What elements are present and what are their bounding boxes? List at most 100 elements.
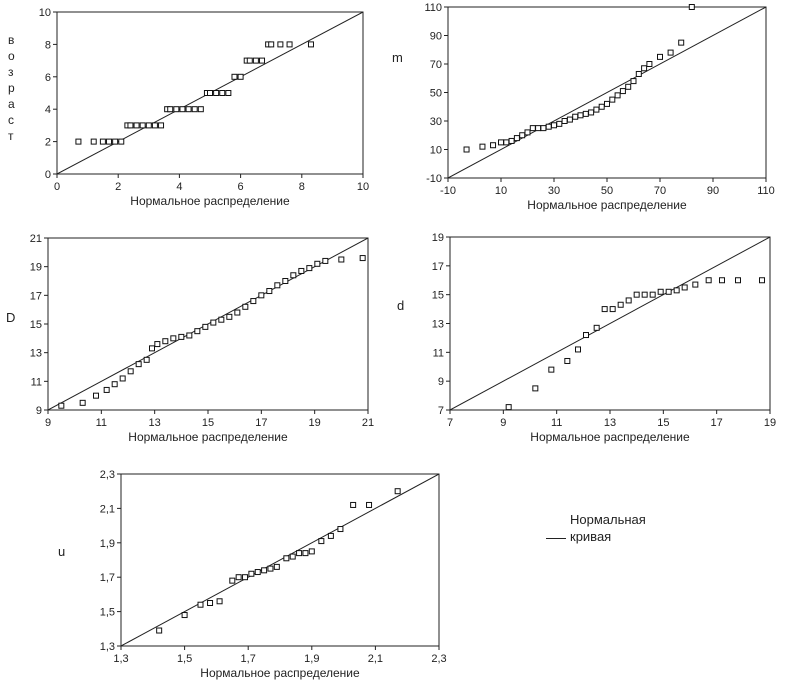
data-point [657, 288, 664, 295]
data-point [259, 57, 266, 64]
qq-plot-age: 0 2 4 6 8 10 0 2 4 6 8 10 Нормальное распределение в о… [8, 7, 369, 208]
data-point [242, 303, 249, 310]
x-tick-label: 15 [202, 417, 214, 429]
x-tick-label: 21 [362, 417, 374, 429]
x-tick-label: 10 [495, 185, 507, 197]
data-point [170, 335, 177, 342]
data-point [601, 306, 608, 313]
data-point [505, 404, 512, 411]
data-point [566, 116, 573, 123]
data-point [692, 281, 699, 288]
data-point [181, 612, 188, 619]
y-tick-label: 13 [30, 348, 42, 360]
data-point [619, 88, 626, 95]
data-point [151, 122, 158, 129]
data-point [575, 346, 581, 353]
data-point [234, 309, 241, 316]
data-point [556, 120, 563, 127]
legend-title: Нормальная [570, 512, 646, 527]
data-point [306, 265, 313, 272]
data-point [463, 146, 470, 153]
legend-line-swatch [546, 538, 566, 539]
data-point [143, 356, 150, 363]
data-point [194, 328, 201, 335]
data-point [490, 142, 497, 149]
data-point [286, 41, 293, 48]
data-point [338, 256, 345, 263]
data-point [135, 361, 142, 368]
data-point [106, 138, 113, 145]
x-tick-label: 1,5 [177, 653, 192, 665]
data-point [327, 532, 334, 539]
data-point [267, 565, 274, 572]
y-axis-title: d [397, 298, 404, 313]
data-point [254, 569, 261, 576]
data-point [99, 138, 106, 145]
data-point [359, 255, 366, 262]
data-point [337, 526, 344, 533]
data-point [207, 90, 213, 96]
data-point [119, 375, 126, 382]
y-tick-label: 0 [45, 169, 51, 181]
data-point [649, 291, 656, 298]
data-point [548, 366, 555, 373]
y-tick-label: 8 [45, 39, 51, 51]
y-tick-label: 4 [45, 104, 51, 116]
y-tick-label: 11 [31, 376, 42, 388]
data-point [572, 113, 579, 120]
data-point [178, 333, 185, 340]
y-tick-label: -10 [426, 173, 442, 185]
data-point [158, 122, 165, 129]
data-point [210, 319, 217, 326]
data-point [535, 125, 542, 132]
data-point [630, 78, 637, 85]
data-point [218, 316, 225, 323]
x-tick-label: 70 [654, 185, 666, 197]
x-tick-label: 6 [238, 181, 244, 193]
data-point [519, 132, 526, 139]
data-point [197, 106, 204, 113]
data-point [93, 392, 99, 399]
y-tick-label: 19 [30, 262, 42, 274]
data-point [705, 277, 712, 284]
data-point [307, 41, 314, 48]
data-point [250, 298, 257, 305]
data-point [246, 57, 253, 64]
data-point [318, 538, 325, 545]
data-point [156, 627, 163, 634]
x-tick-label: 1,9 [304, 653, 319, 665]
x-tick-label: 0 [54, 181, 60, 193]
x-tick-label: 9 [500, 417, 506, 429]
y-tick-label: 15 [30, 319, 42, 331]
data-point [582, 110, 589, 117]
x-tick-label: 10 [357, 181, 369, 193]
x-tick-label: -10 [440, 185, 456, 197]
data-point [614, 92, 621, 99]
y-tick-label: 21 [30, 233, 42, 245]
data-point [186, 332, 193, 339]
x-tick-label: 11 [96, 417, 107, 429]
data-point [322, 257, 329, 264]
data-point [513, 135, 520, 142]
data-point [366, 501, 373, 508]
data-point [179, 106, 186, 113]
data-point [529, 125, 536, 132]
data-point [216, 598, 223, 605]
x-tick-label: 2,3 [431, 653, 446, 665]
y-tick-label: 90 [430, 31, 442, 43]
y-tick-label: 2,1 [100, 503, 115, 515]
data-point [625, 297, 632, 304]
data-point [261, 567, 268, 574]
x-axis-title: Нормальное распределение [530, 430, 690, 444]
y-tick-label: 1,3 [100, 641, 115, 653]
data-point [235, 574, 242, 581]
data-point [583, 332, 589, 339]
data-point [242, 574, 249, 581]
data-point [688, 4, 695, 10]
data-point [248, 570, 255, 577]
y-tick-label: 13 [432, 319, 444, 331]
data-point [394, 488, 401, 495]
x-axis-title: Нормальное распределение [130, 194, 290, 208]
